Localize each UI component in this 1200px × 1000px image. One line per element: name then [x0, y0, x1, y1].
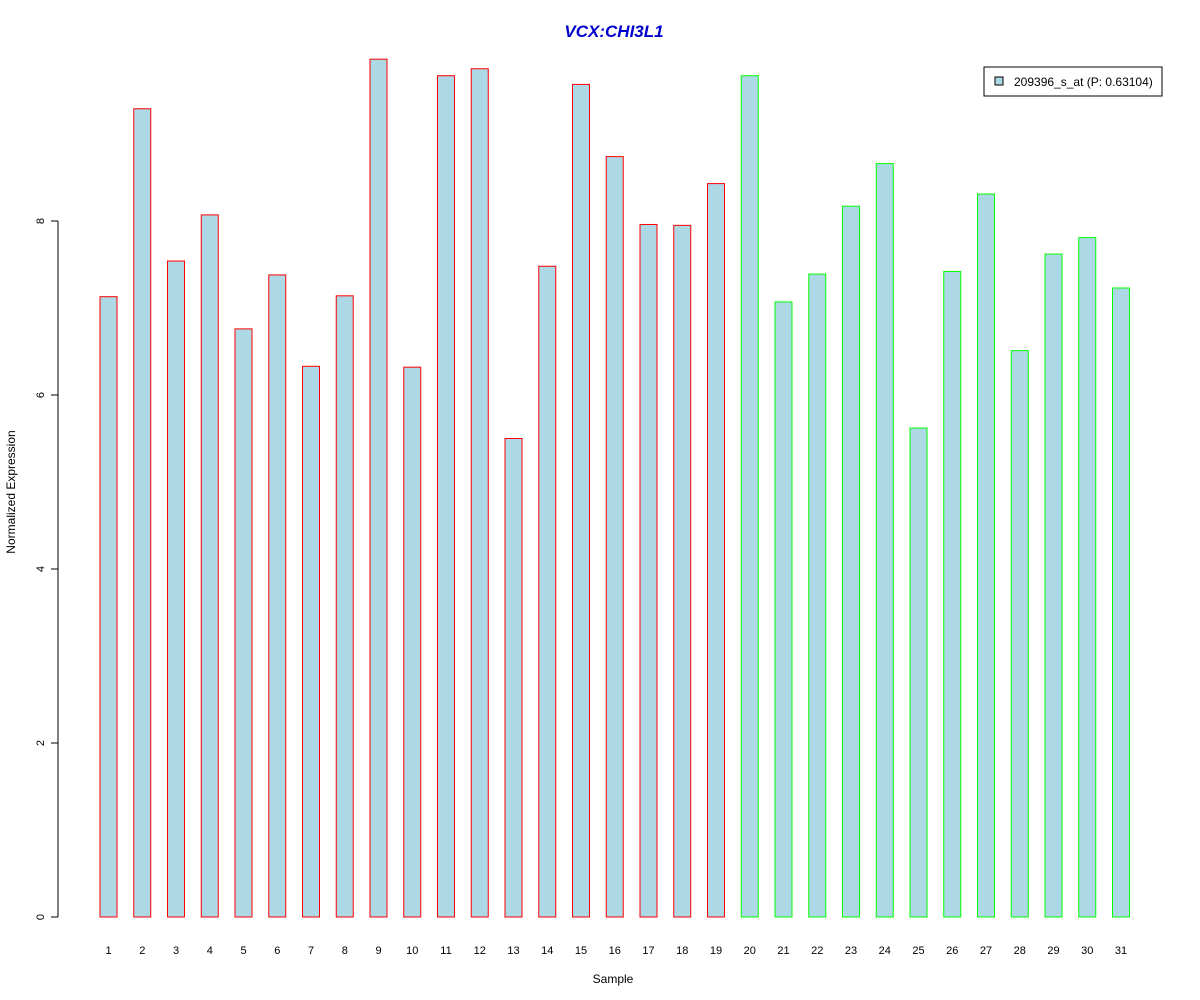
bar	[369, 58, 388, 918]
x-tick-label: 12	[474, 945, 486, 957]
y-tick-label: 0	[35, 914, 47, 920]
bar	[99, 296, 118, 918]
bar	[1010, 350, 1029, 918]
bar	[403, 366, 422, 918]
bar	[740, 75, 759, 918]
x-tick-label: 21	[777, 945, 789, 957]
x-tick-label: 15	[575, 945, 587, 957]
bar	[707, 183, 725, 918]
bar	[268, 274, 287, 918]
bar	[335, 295, 354, 918]
x-tick-label: 23	[845, 945, 857, 957]
x-tick-label: 22	[811, 945, 823, 957]
bar	[437, 75, 455, 918]
x-tick-label: 17	[642, 945, 654, 957]
x-tick-label: 11	[440, 945, 451, 957]
bar	[943, 270, 962, 918]
x-tick-label: 3	[173, 945, 179, 957]
x-axis-label: Sample	[593, 972, 634, 986]
bar	[808, 273, 827, 918]
bar	[977, 193, 995, 918]
y-axis: 0 2 4 6 8	[35, 218, 59, 920]
bar	[167, 260, 185, 918]
x-tick-label: 2	[139, 945, 145, 957]
x-tick-label: 10	[406, 945, 418, 957]
bar	[605, 156, 624, 918]
legend-swatch	[994, 76, 1004, 86]
bar	[538, 265, 557, 918]
bar	[470, 68, 489, 918]
y-tick-label: 6	[35, 392, 47, 398]
bars-layer	[99, 58, 1130, 918]
x-tick-label: 4	[207, 945, 213, 957]
bar	[200, 214, 219, 918]
bar	[639, 223, 658, 918]
x-tick-label: 8	[342, 945, 348, 957]
bar	[875, 163, 894, 918]
x-tick-label: 6	[274, 945, 280, 957]
x-tick-labels: 1 2 3 4 5 6 7 8 9 10 11 12 13 14 15 16 17 18 19 20 21 22 23 24 2…	[105, 945, 1127, 957]
y-tick-label: 2	[35, 740, 47, 746]
x-tick-label: 29	[1047, 945, 1059, 957]
x-tick-label: 30	[1081, 945, 1093, 957]
bar	[842, 205, 860, 918]
bar	[673, 224, 692, 918]
y-axis-label: Normalized Expression	[4, 430, 18, 553]
bar	[133, 108, 152, 918]
x-tick-label: 18	[676, 945, 688, 957]
bar	[774, 301, 793, 918]
legend-box	[983, 66, 1163, 97]
x-tick-label: 24	[879, 945, 891, 957]
chart-title: VCX:CHI3L1	[564, 22, 663, 41]
bar	[1044, 253, 1063, 918]
x-tick-label: 1	[105, 945, 111, 957]
legend: 209396_s_at (P: 0.63104)	[983, 66, 1163, 97]
x-tick-label: 7	[308, 945, 314, 957]
legend-entry-label: 209396_s_at (P: 0.63104)	[1014, 75, 1153, 89]
x-tick-label: 9	[375, 945, 381, 957]
x-tick-label: 27	[980, 945, 992, 957]
y-tick-label: 8	[35, 218, 47, 224]
x-tick-label: 16	[609, 945, 621, 957]
bar	[1078, 237, 1097, 918]
x-tick-label: 25	[912, 945, 924, 957]
x-tick-label: 19	[710, 945, 722, 957]
x-tick-label: 14	[541, 945, 553, 957]
bar	[572, 83, 590, 918]
bar	[909, 427, 928, 918]
bar	[504, 438, 523, 918]
y-tick-label: 4	[35, 566, 47, 572]
bar	[1112, 287, 1130, 918]
bar	[234, 328, 253, 918]
x-tick-label: 31	[1115, 945, 1127, 957]
x-tick-label: 13	[507, 945, 519, 957]
bar	[302, 365, 320, 918]
x-tick-label: 26	[946, 945, 958, 957]
x-tick-label: 5	[240, 945, 246, 957]
x-tick-label: 28	[1014, 945, 1026, 957]
x-tick-label: 20	[744, 945, 756, 957]
